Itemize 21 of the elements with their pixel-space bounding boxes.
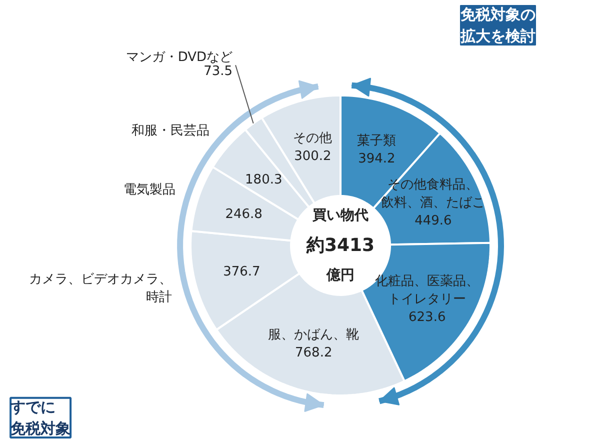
text: 億円 — [326, 266, 355, 284]
data-label: 300.2 — [294, 148, 332, 164]
data-label: 180.3 — [245, 172, 282, 188]
text: 約3413 — [305, 234, 375, 256]
data-label: 449.6 — [414, 213, 452, 228]
slice-label: 和服・民芸品 — [131, 124, 210, 139]
slice-label: マンガ・DVDなど — [126, 50, 233, 66]
slice-label: 服、かばん、靴 — [268, 327, 360, 342]
data-label: 376.7 — [223, 264, 260, 280]
data-label: 623.6 — [408, 310, 446, 325]
data-label: 73.5 — [204, 64, 233, 80]
slice-label: その他 — [293, 130, 332, 146]
data-label: 768.2 — [295, 345, 332, 360]
data-label: 394.2 — [358, 152, 396, 167]
data-label: 246.8 — [225, 207, 262, 222]
text: 免税対象の拡大を検討 — [460, 5, 536, 46]
text: 買い物代 — [312, 207, 369, 224]
slice-label: カメラ、ビデオカメラ、時計 — [28, 272, 172, 306]
slice-label: 電気製品 — [124, 182, 176, 198]
slice-label: 化粧品、医薬品、トイレタリー — [375, 274, 480, 307]
slice-label: 菓子類 — [357, 134, 396, 149]
